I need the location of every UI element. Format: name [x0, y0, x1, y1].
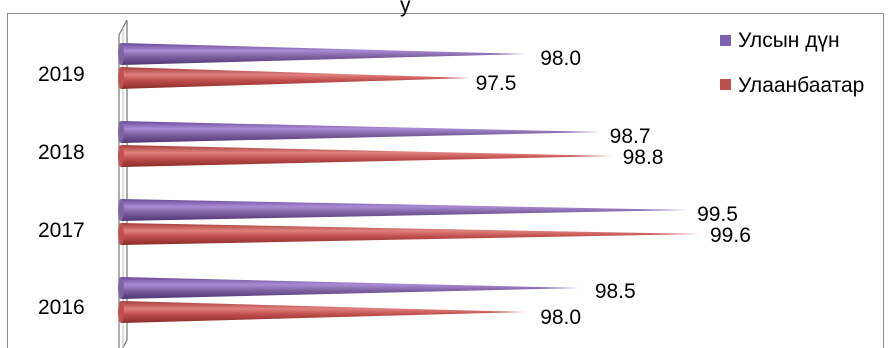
value-label-2016-series2: 98.0: [540, 306, 581, 329]
cone-bar-2017-series2: [121, 223, 700, 245]
cone-bar-2018-series1: [121, 121, 602, 143]
legend-label-ulsyn-dun: Улсын дүн: [738, 29, 840, 52]
value-label-2017-series2: 99.6: [710, 224, 751, 247]
category-label-2018: 2018: [38, 141, 85, 164]
bars-group: [118, 43, 700, 323]
cone-base-2016-series2: [118, 301, 124, 323]
category-label-2017: 2017: [38, 219, 85, 242]
category-label-2016: 2016: [38, 296, 85, 319]
cone-base-2016-series1: [118, 277, 124, 299]
value-label-2019-series2: 97.5: [476, 72, 517, 95]
cone-bar-2018-series2: [121, 145, 613, 167]
cone-base-2017-series2: [118, 223, 124, 245]
value-label-2016-series1: 98.5: [595, 280, 636, 303]
cone-bar-2019-series2: [121, 67, 471, 89]
value-label-2018-series2: 98.8: [623, 146, 664, 169]
cone-bar-2017-series1: [121, 199, 690, 221]
legend: Улсын дүн Улаанбаатар: [720, 29, 864, 97]
category-label-2019: 2019: [38, 63, 85, 86]
partial-top-text: y: [400, 0, 411, 17]
value-labels-group: 98.0 97.5 98.798.8 99.599.6 98.5 98.0: [476, 47, 751, 329]
cone-bar-2019-series1: [121, 43, 526, 65]
legend-swatch-ulsyn-dun: [720, 35, 731, 46]
cone-base-2018-series1: [118, 121, 124, 143]
cone-base-2018-series2: [118, 145, 124, 167]
value-label-2017-series1: 99.5: [697, 203, 738, 226]
legend-swatch-ulaanbaatar: [720, 79, 731, 90]
cone-base-2019-series1: [118, 43, 124, 65]
legend-label-ulaanbaatar: Улаанбаатар: [738, 74, 864, 97]
cone-bar-2016-series2: [121, 301, 526, 323]
value-label-2019-series1: 98.0: [540, 47, 581, 70]
cone-bar-2016-series1: [121, 277, 580, 299]
value-label-2018-series1: 98.7: [610, 125, 651, 148]
plot-frame: [7, 13, 884, 348]
cone-base-2017-series1: [118, 199, 124, 221]
cone-base-2019-series2: [118, 67, 124, 89]
